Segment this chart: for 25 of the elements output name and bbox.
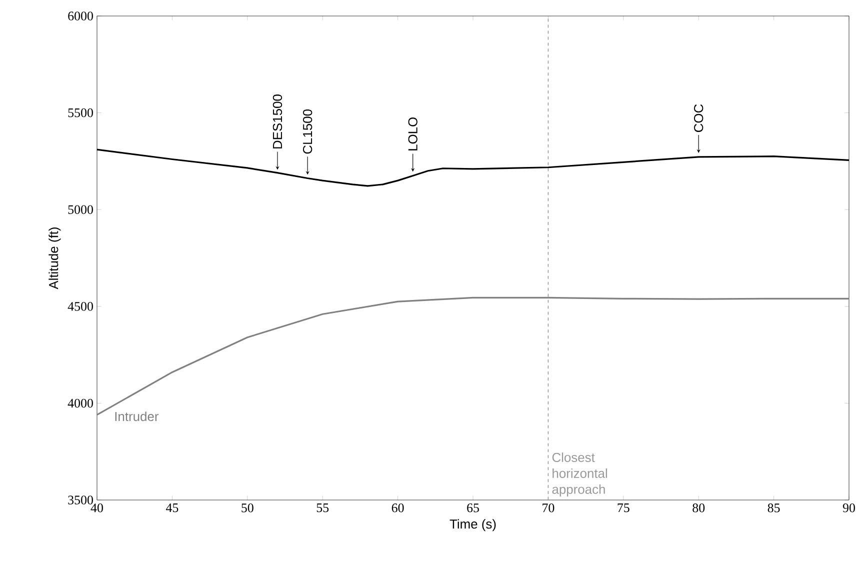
y-tick-label: 5000 <box>68 205 93 214</box>
x-tick-label: 50 <box>242 504 254 512</box>
x-tick-label: 80 <box>692 504 705 512</box>
y-tick-label: 6000 <box>68 12 93 20</box>
annotation: COC <box>694 104 704 132</box>
x-tick-label: 75 <box>618 504 630 512</box>
y-axis-title: Altitude (ft) <box>48 227 61 290</box>
y-tick-label: 4500 <box>68 302 93 311</box>
annotation: DES1500 <box>272 94 282 148</box>
x-axis-title: Time (s) <box>450 519 496 532</box>
x-tick-label: 70 <box>542 504 554 512</box>
annotation: CL1500 <box>302 109 312 154</box>
x-tick-label: 85 <box>768 504 780 512</box>
x-tick-label: 45 <box>166 504 178 512</box>
ref-line-label: Closest horizontal approach <box>552 452 608 496</box>
y-tick-label: 5500 <box>68 108 93 118</box>
annotation: LOLO <box>408 117 418 150</box>
x-tick-label: 90 <box>842 504 855 512</box>
x-tick-label: 60 <box>392 504 404 512</box>
x-tick-label: 65 <box>467 504 479 512</box>
y-tick-label: 3500 <box>68 496 93 504</box>
y-tick-label: 4000 <box>68 398 93 408</box>
series-label: Intruder <box>115 412 159 422</box>
x-tick-label: 40 <box>90 504 103 512</box>
x-tick-label: 55 <box>316 504 329 512</box>
